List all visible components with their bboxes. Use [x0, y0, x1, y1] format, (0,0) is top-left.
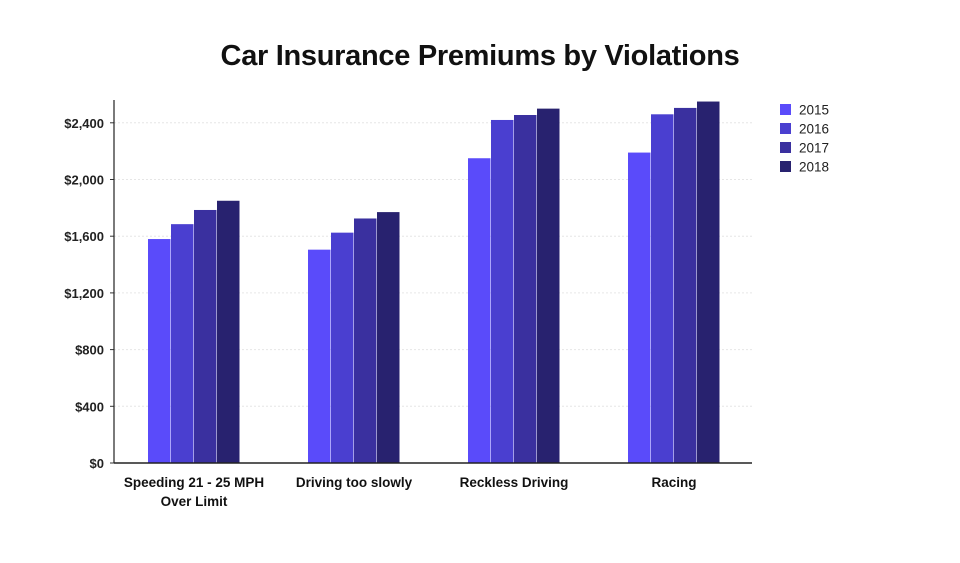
legend-label: 2016 — [799, 122, 829, 137]
bar-2018 — [377, 212, 400, 463]
x-tick-label: Racing — [651, 475, 696, 490]
bar-2017 — [514, 115, 537, 463]
bar-2016 — [331, 232, 354, 463]
legend-swatch — [780, 104, 791, 115]
bar-2018 — [537, 108, 560, 463]
bar-2015 — [148, 239, 171, 463]
bar-2017 — [194, 209, 217, 463]
bar-2016 — [491, 119, 514, 463]
bar-2017 — [354, 218, 377, 463]
legend-label: 2018 — [799, 160, 829, 175]
bar-2016 — [651, 114, 674, 464]
legend-swatch — [780, 142, 791, 153]
legend-swatch — [780, 161, 791, 172]
x-tick-label: Over Limit — [161, 494, 228, 509]
bar-2018 — [217, 200, 240, 463]
chart-title: Car Insurance Premiums by Violations — [220, 40, 740, 72]
x-tick-label: Driving too slowly — [296, 475, 413, 490]
y-tick-label: $2,400 — [64, 116, 104, 131]
legend-label: 2017 — [799, 141, 829, 156]
legend-swatch — [780, 123, 791, 134]
y-tick-label: $800 — [75, 343, 104, 358]
bar-2017 — [674, 107, 697, 463]
y-tick-label: $1,200 — [64, 286, 104, 301]
y-tick-label: $0 — [90, 456, 104, 471]
legend-label: 2015 — [799, 103, 829, 118]
y-tick-label: $1,600 — [64, 229, 104, 244]
bar-2015 — [308, 249, 331, 463]
bar-2016 — [171, 224, 194, 463]
bar-2015 — [468, 158, 491, 464]
y-tick-label: $2,000 — [64, 173, 104, 188]
x-tick-label: Speeding 21 - 25 MPH — [124, 475, 264, 490]
bar-2018 — [697, 101, 720, 463]
y-tick-label: $400 — [75, 399, 104, 414]
bar-2015 — [628, 152, 651, 463]
x-tick-label: Reckless Driving — [460, 475, 569, 490]
